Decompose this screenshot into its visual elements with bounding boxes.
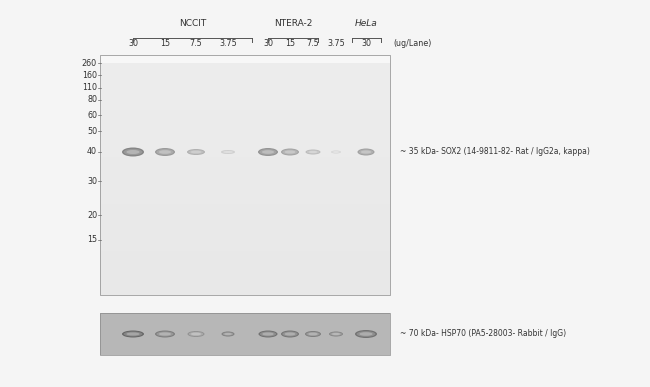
Text: 20: 20 bbox=[87, 211, 97, 219]
Ellipse shape bbox=[124, 149, 142, 155]
Text: 30: 30 bbox=[128, 39, 138, 48]
Ellipse shape bbox=[222, 332, 233, 336]
Ellipse shape bbox=[155, 148, 175, 156]
Ellipse shape bbox=[122, 330, 144, 337]
Ellipse shape bbox=[157, 149, 174, 155]
Ellipse shape bbox=[224, 151, 232, 153]
Ellipse shape bbox=[222, 332, 235, 337]
Ellipse shape bbox=[159, 150, 171, 154]
Text: 7.5: 7.5 bbox=[190, 39, 202, 48]
Ellipse shape bbox=[222, 151, 234, 153]
Ellipse shape bbox=[187, 331, 205, 337]
Ellipse shape bbox=[124, 332, 142, 336]
Ellipse shape bbox=[190, 151, 202, 153]
Ellipse shape bbox=[282, 332, 298, 336]
Ellipse shape bbox=[188, 332, 203, 336]
Text: 80: 80 bbox=[87, 96, 97, 104]
Ellipse shape bbox=[263, 332, 274, 336]
Ellipse shape bbox=[188, 150, 203, 154]
Text: 3.75: 3.75 bbox=[219, 39, 237, 48]
Ellipse shape bbox=[355, 330, 377, 338]
Text: 260: 260 bbox=[82, 58, 97, 67]
Ellipse shape bbox=[309, 151, 317, 153]
Ellipse shape bbox=[282, 149, 298, 154]
Text: 15: 15 bbox=[160, 39, 170, 48]
Ellipse shape bbox=[187, 149, 205, 155]
Bar bbox=[100, 55, 390, 295]
Text: 3.75: 3.75 bbox=[327, 39, 345, 48]
Text: 40: 40 bbox=[87, 147, 97, 156]
Ellipse shape bbox=[358, 149, 374, 156]
Text: (ug/Lane): (ug/Lane) bbox=[393, 39, 432, 48]
Ellipse shape bbox=[260, 332, 276, 336]
Text: NCCIT: NCCIT bbox=[179, 19, 207, 28]
Ellipse shape bbox=[191, 333, 201, 336]
Text: 60: 60 bbox=[87, 111, 97, 120]
Ellipse shape bbox=[259, 149, 276, 155]
Text: ~ 70 kDa- HSP70 (PA5-28003- Rabbit / IgG): ~ 70 kDa- HSP70 (PA5-28003- Rabbit / IgG… bbox=[400, 329, 566, 339]
Ellipse shape bbox=[359, 149, 373, 154]
Ellipse shape bbox=[308, 333, 318, 336]
Ellipse shape bbox=[361, 151, 371, 154]
Ellipse shape bbox=[262, 150, 274, 154]
Ellipse shape bbox=[159, 332, 171, 336]
Text: 110: 110 bbox=[82, 84, 97, 92]
Ellipse shape bbox=[357, 331, 375, 337]
Ellipse shape bbox=[281, 330, 299, 337]
Text: 30: 30 bbox=[263, 39, 273, 48]
Ellipse shape bbox=[259, 330, 278, 337]
Text: 15: 15 bbox=[87, 236, 97, 245]
Text: 160: 160 bbox=[82, 70, 97, 79]
Ellipse shape bbox=[285, 151, 295, 154]
Text: 15: 15 bbox=[285, 39, 295, 48]
Ellipse shape bbox=[305, 331, 321, 337]
Ellipse shape bbox=[333, 151, 339, 153]
Text: 50: 50 bbox=[87, 127, 97, 135]
Ellipse shape bbox=[330, 332, 342, 336]
Ellipse shape bbox=[332, 333, 340, 335]
Text: 30: 30 bbox=[361, 39, 371, 48]
Ellipse shape bbox=[307, 150, 319, 154]
Ellipse shape bbox=[122, 147, 144, 156]
Ellipse shape bbox=[258, 148, 278, 156]
Ellipse shape bbox=[329, 332, 343, 337]
Ellipse shape bbox=[281, 149, 299, 156]
Ellipse shape bbox=[155, 330, 175, 337]
Ellipse shape bbox=[359, 332, 372, 336]
Text: 7.5: 7.5 bbox=[307, 39, 319, 48]
Ellipse shape bbox=[285, 332, 295, 336]
Ellipse shape bbox=[306, 332, 320, 336]
Ellipse shape bbox=[306, 149, 320, 154]
Ellipse shape bbox=[157, 332, 174, 336]
Ellipse shape bbox=[331, 151, 341, 154]
Bar bbox=[100, 313, 390, 355]
Text: ~ 35 kDa- SOX2 (14-9811-82- Rat / IgG2a, kappa): ~ 35 kDa- SOX2 (14-9811-82- Rat / IgG2a,… bbox=[400, 147, 590, 156]
Text: 30: 30 bbox=[87, 176, 97, 185]
Text: NTERA-2: NTERA-2 bbox=[274, 19, 312, 28]
Ellipse shape bbox=[224, 333, 232, 335]
Ellipse shape bbox=[332, 151, 340, 153]
Ellipse shape bbox=[126, 150, 140, 154]
Ellipse shape bbox=[126, 332, 140, 336]
Text: HeLa: HeLa bbox=[355, 19, 378, 28]
Ellipse shape bbox=[221, 150, 235, 154]
